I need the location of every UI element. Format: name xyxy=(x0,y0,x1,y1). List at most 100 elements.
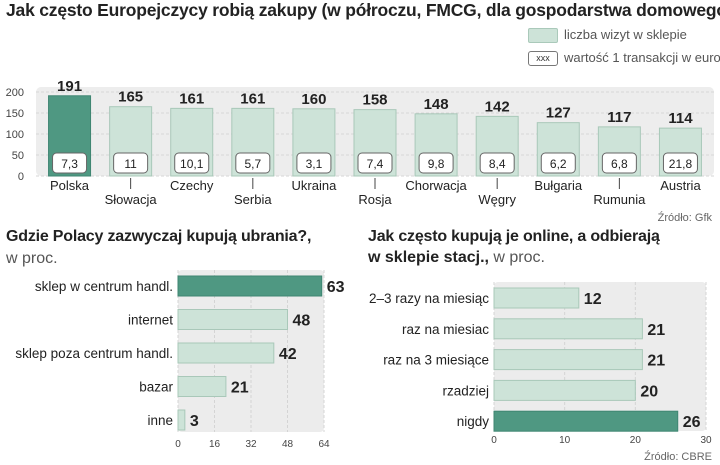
bar-value-label: 21 xyxy=(647,353,665,370)
transaction-value: 11 xyxy=(124,157,137,171)
category-label: internet xyxy=(128,313,173,328)
legend-item-visits: liczba wizyt w sklepie xyxy=(528,27,687,44)
bar-value-label: 20 xyxy=(640,383,658,400)
category-label: Czechy xyxy=(170,178,214,193)
source-cbre: Źródło: CBRE xyxy=(644,451,712,463)
transaction-box xyxy=(357,152,393,174)
x-tick-label: 30 xyxy=(700,435,712,446)
category-label: Rosja xyxy=(358,192,392,207)
transaction-value: 3,1 xyxy=(306,157,323,171)
y-tick-label: 200 xyxy=(6,87,24,99)
x-tick-label: 16 xyxy=(209,439,221,450)
transaction-box xyxy=(235,152,271,174)
transaction-box xyxy=(479,152,515,174)
transaction-value: 21,8 xyxy=(669,157,693,171)
category-label: raz na miesiac xyxy=(402,322,489,337)
category-label: bazar xyxy=(139,380,173,395)
transaction-box xyxy=(601,152,637,174)
bar xyxy=(493,410,679,432)
legend-label-visits: liczba wizyt w sklepie xyxy=(564,27,687,42)
category-label: Słowacja xyxy=(105,192,158,207)
transaction-value: 7,4 xyxy=(367,157,384,171)
transaction-box xyxy=(52,152,88,174)
category-label: inne xyxy=(147,413,173,428)
bar-value-label: 191 xyxy=(57,78,82,95)
bar-value-label: 48 xyxy=(293,313,311,330)
y-tick-label: 50 xyxy=(12,150,24,162)
right-chart-title-rest: w proc. xyxy=(488,249,545,266)
bar-value-label: 42 xyxy=(279,346,297,363)
bar-value-label: 158 xyxy=(362,92,387,109)
bar xyxy=(177,275,323,297)
bar-value-label: 127 xyxy=(546,105,571,122)
transaction-box xyxy=(540,152,576,174)
transaction-value: 9,8 xyxy=(428,157,445,171)
legend-swatch-visits xyxy=(528,28,558,44)
bar-value-label: 12 xyxy=(584,291,602,308)
transaction-value: 6,2 xyxy=(550,157,567,171)
bar xyxy=(493,318,643,340)
left-chart-title: Gdzie Polacy zazwyczaj kupują ubrania?, xyxy=(6,228,312,245)
category-label: Rumunia xyxy=(593,192,646,207)
category-label: sklep poza centrum handl. xyxy=(15,346,173,361)
x-tick-label: 10 xyxy=(559,435,571,446)
legend-swatch-transaction: xxx xyxy=(528,51,558,67)
bar xyxy=(177,376,227,397)
bar-value-label: 26 xyxy=(683,414,701,431)
bar xyxy=(177,409,186,431)
x-tick-label: 0 xyxy=(175,439,181,450)
transaction-box xyxy=(174,152,210,174)
transaction-value: 8,4 xyxy=(489,157,506,171)
category-label: Ukraina xyxy=(292,178,338,193)
category-label: Chorwacja xyxy=(405,178,467,193)
transaction-value: 6,8 xyxy=(611,157,628,171)
category-label: raz na 3 miesiące xyxy=(383,353,489,368)
transaction-box xyxy=(662,152,698,174)
bar xyxy=(177,342,275,364)
transaction-box xyxy=(296,152,332,174)
y-tick-label: 150 xyxy=(6,108,24,120)
category-label: sklep w centrum handl. xyxy=(35,279,173,294)
source-gfk: Źródło: Gfk xyxy=(657,212,712,224)
transaction-box xyxy=(113,152,149,174)
y-tick-label: 100 xyxy=(6,129,24,141)
category-label: Serbia xyxy=(234,192,272,207)
bar xyxy=(493,287,580,309)
bar-value-label: 142 xyxy=(485,98,510,115)
bar xyxy=(493,349,643,371)
bar-value-label: 161 xyxy=(240,90,265,107)
category-label: 2–3 razy na miesiąc xyxy=(369,291,489,306)
bar-value-label: 21 xyxy=(231,380,249,397)
category-label: Węgry xyxy=(478,192,516,207)
legend-item-transaction: xxx wartość 1 transakcji w euro xyxy=(528,50,720,67)
category-label: nigdy xyxy=(457,414,490,429)
bar xyxy=(177,309,288,330)
left-chart-subtitle: w proc. xyxy=(6,250,58,267)
category-label: Austria xyxy=(660,178,701,193)
y-tick-label: 0 xyxy=(18,171,24,183)
category-label: Polska xyxy=(50,178,90,193)
bar-value-label: 114 xyxy=(668,110,693,127)
bar-value-label: 161 xyxy=(179,90,204,107)
right-chart-title-bold: w sklepie stacj., xyxy=(368,249,489,266)
x-tick-label: 48 xyxy=(282,439,294,450)
bar-value-label: 3 xyxy=(190,413,199,430)
bar xyxy=(493,379,636,401)
x-tick-label: 0 xyxy=(491,435,497,446)
transaction-value: 7,3 xyxy=(61,157,78,171)
transaction-value: 10,1 xyxy=(180,157,204,171)
transaction-box xyxy=(418,152,454,174)
category-label: Bułgaria xyxy=(534,178,582,193)
legend-label-transaction: wartość 1 transakcji w euro xyxy=(564,50,720,65)
x-tick-label: 32 xyxy=(245,439,257,450)
category-label: rzadziej xyxy=(442,383,489,398)
bar-value-label: 160 xyxy=(301,91,326,108)
bar-value-label: 148 xyxy=(424,96,449,113)
x-tick-label: 20 xyxy=(630,435,642,446)
top-chart-title: Jak często Europejczycy robią zakupy (w … xyxy=(6,0,720,20)
right-chart-title-line2: w sklepie stacj., w proc. xyxy=(368,249,545,267)
bar-value-label: 63 xyxy=(327,279,345,296)
transaction-value: 5,7 xyxy=(244,157,261,171)
right-chart-title: Jak często kupują je online, a odbierają xyxy=(368,228,660,245)
